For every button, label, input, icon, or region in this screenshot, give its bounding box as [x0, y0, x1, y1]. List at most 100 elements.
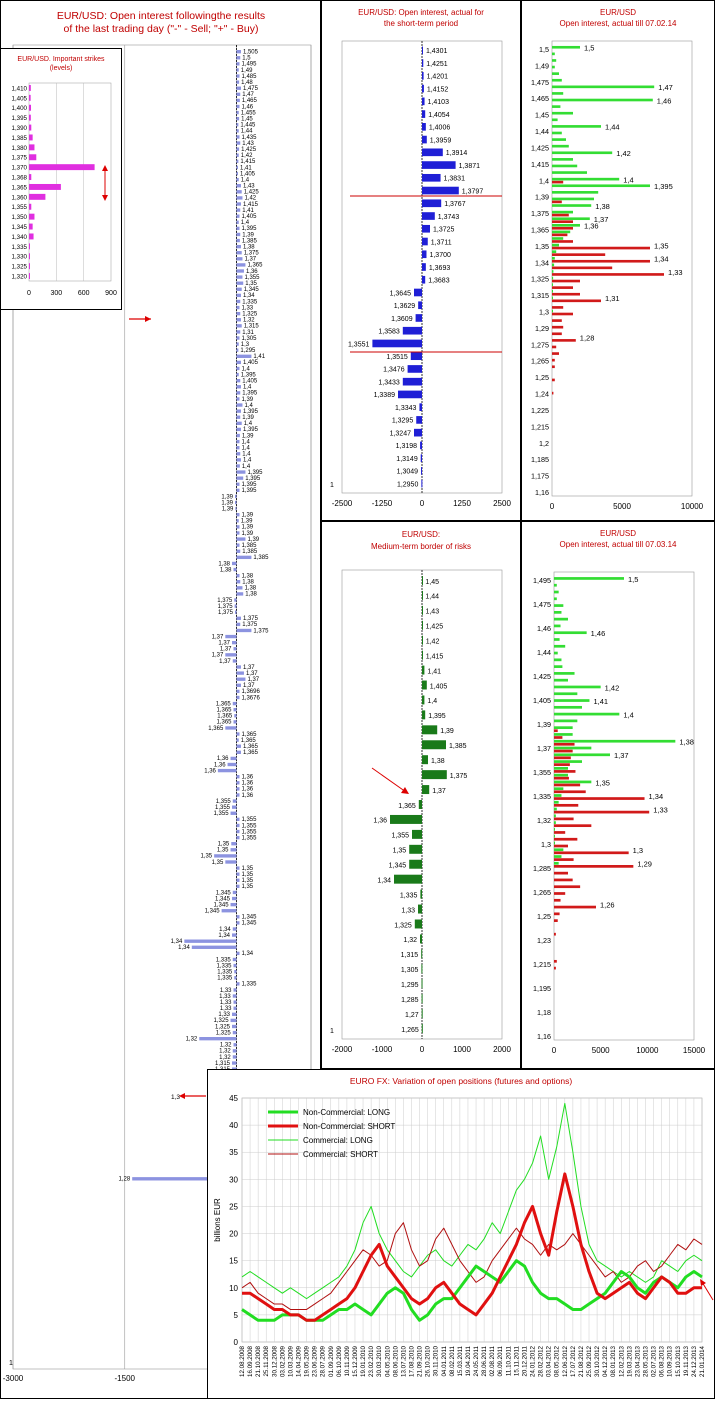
futures-x-tick: 03.04.2012: [546, 1345, 553, 1377]
main-bar-label: 1,325: [214, 1018, 230, 1024]
short-bar-label: 1,3295: [392, 418, 414, 425]
main-bar: [236, 452, 241, 456]
main-bar-label: 1,385: [241, 543, 257, 549]
main-bar-label: 1,4: [241, 177, 250, 183]
main-bar-label: 1,37: [243, 665, 255, 671]
futures-arrow-head: [700, 1279, 706, 1286]
main-bar-label: 1,345: [241, 915, 257, 921]
important-strikes-chart: EUR/USD. Important strikes (levels) 1,410 1…: [12, 56, 117, 297]
mar-call-bar: [554, 665, 563, 668]
main-bar-label: 1,395: [243, 409, 259, 415]
futures-y-tick: 15: [229, 1257, 238, 1266]
main-bar-label: 1,425: [244, 190, 260, 196]
main-bar-label: 1,345: [244, 287, 260, 293]
feb-y-tick: 1,35: [535, 242, 549, 251]
feb-title: EUR/USD: [600, 8, 636, 17]
feb-put-bar: [552, 332, 562, 336]
mar-y-tick: 1,16: [537, 1032, 551, 1041]
main-bar: [236, 324, 242, 328]
short-bar: [410, 352, 422, 361]
main-bar-label: 1,39: [221, 494, 233, 500]
strikes-bar: [29, 114, 31, 121]
mid-bottom-label: 1: [330, 1028, 334, 1035]
main-bar-label: 1,375: [253, 628, 269, 634]
main-bar-label: 1,36: [246, 269, 258, 275]
mar-call-bar: [554, 705, 582, 709]
main-bar-label: 1,33: [220, 1006, 232, 1012]
futures-x-tick: 30.03.2010: [376, 1345, 383, 1377]
feb-call-bar: [552, 256, 555, 260]
strikes-bar: [29, 203, 32, 210]
main-title-line2: of the last trading day ("-" - Sell; "+"…: [64, 23, 259, 35]
futures-x-tick: 03.02.2009: [279, 1345, 286, 1377]
feb-y-tick: 1,24: [535, 390, 549, 399]
main-bar-label: 1,4: [241, 439, 250, 445]
strikes-bar: [29, 144, 35, 151]
mid-bar-label: 1,4: [427, 698, 437, 705]
strikes-plot-area: [28, 82, 112, 282]
futures-arrow: [701, 1281, 714, 1301]
mar-call-bar: [554, 753, 610, 757]
futures-x-tick: 21.01.2014: [699, 1345, 706, 1377]
main-bar-label: 1,365: [208, 726, 224, 732]
mar-put-bar: [554, 770, 576, 773]
main-bar: [230, 902, 237, 907]
strikes-y-label: 1,385: [12, 135, 28, 142]
short-bar: [422, 84, 424, 93]
mar-y-tick: 1,475: [533, 600, 551, 609]
main-bar: [234, 598, 237, 602]
mid-bar: [394, 874, 422, 884]
futures-x-tick: 08.02.2011: [449, 1345, 456, 1376]
main-bar: [236, 866, 240, 870]
main-bar-label: 1,365: [243, 744, 259, 750]
futures-x-tick: 30.10.2012: [594, 1345, 601, 1377]
main-bar-label: 1,4: [242, 452, 251, 458]
main-bar: [233, 963, 237, 968]
main-bar: [236, 683, 241, 687]
main-bar: [236, 677, 246, 681]
main-bar-label: 1,35: [217, 848, 229, 854]
futures-chart: EURO FX: Variation of open positions (fu…: [213, 1076, 714, 1377]
short-bar: [414, 428, 422, 437]
main-bar: [236, 592, 244, 596]
short-bar-label: 1,3700: [429, 252, 451, 259]
mid-bar: [409, 844, 422, 854]
mar-bar-label: 1,26: [600, 900, 615, 909]
feb-call-bar: [552, 184, 650, 188]
mar-bar-label: 1,4: [623, 710, 633, 719]
feb-call-bar: [552, 177, 620, 181]
short-bar-label: 1,3515: [386, 354, 408, 361]
feb-call-bar: [552, 276, 554, 280]
mid-bar-label: 1,385: [449, 743, 467, 750]
strikes-title-line2: (levels): [50, 65, 73, 72]
mid-bar: [422, 590, 423, 600]
mar-call-bar: [554, 651, 558, 655]
feb-y-tick: 1,49: [535, 61, 549, 70]
futures-y-tick: 20: [229, 1230, 238, 1239]
feb-call-bar: [552, 72, 559, 75]
main-bar-label: 1,34: [178, 945, 190, 951]
mar-put-bar: [554, 858, 574, 861]
strikes-y-label: 1,405: [12, 95, 28, 102]
main-bar-label: 1,415: [240, 159, 256, 165]
feb-y-tick: 1,365: [531, 225, 549, 234]
mar-call-bar: [554, 773, 568, 777]
main-bar: [232, 1030, 237, 1035]
main-bar: [236, 348, 239, 352]
main-bar: [232, 1061, 237, 1065]
short-bar: [422, 212, 435, 220]
strikes-bar: [29, 253, 30, 260]
feb-put-bar: [552, 273, 664, 276]
short-bar-label: 1,4054: [428, 112, 450, 119]
main-bar-label: 1,35: [241, 878, 253, 884]
futures-x-tick: 19.11.2013: [683, 1345, 690, 1376]
main-bar: [236, 336, 240, 340]
main-bar: [236, 884, 240, 889]
mar-bar-label: 1,46: [591, 629, 606, 638]
mid-bar-label: 1,37: [432, 788, 446, 795]
feb-call-bar: [552, 85, 655, 89]
main-bar-label: 1,305: [241, 336, 257, 342]
main-bar-label: 1,335: [242, 299, 258, 305]
main-x-tick: -1500: [115, 1374, 136, 1383]
main-bar: [236, 68, 239, 72]
